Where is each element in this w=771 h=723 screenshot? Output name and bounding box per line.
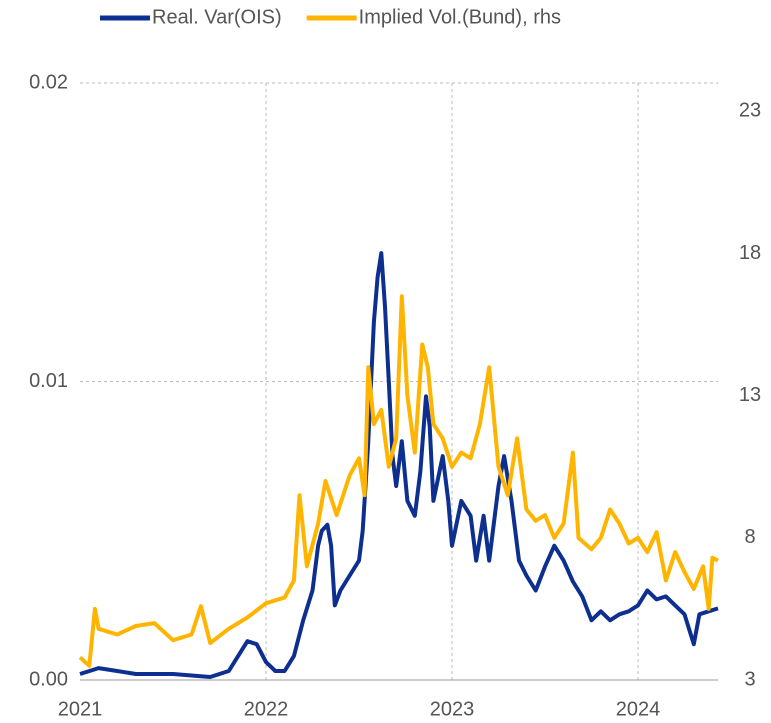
legend-label: Real. Var(OIS) <box>152 6 282 28</box>
x-tick-label: 2022 <box>244 698 289 720</box>
y2-tick-label: 13 <box>739 384 761 406</box>
y2-tick-label: 18 <box>739 242 761 264</box>
x-tick-label: 2021 <box>58 698 103 720</box>
y-tick-label: 0.02 <box>29 71 68 93</box>
series-line <box>79 251 719 679</box>
legend-label: Implied Vol.(Bund), rhs <box>359 6 561 28</box>
y-tick-label: 0.00 <box>29 668 68 690</box>
y2-tick-label: 8 <box>744 526 755 548</box>
x-tick-label: 2023 <box>430 698 475 720</box>
x-tick-label: 2024 <box>616 698 661 720</box>
y-tick-label: 0.01 <box>29 370 68 392</box>
y2-tick-label: 3 <box>744 668 755 690</box>
y2-tick-label: 23 <box>739 100 761 122</box>
series-line <box>78 294 719 668</box>
